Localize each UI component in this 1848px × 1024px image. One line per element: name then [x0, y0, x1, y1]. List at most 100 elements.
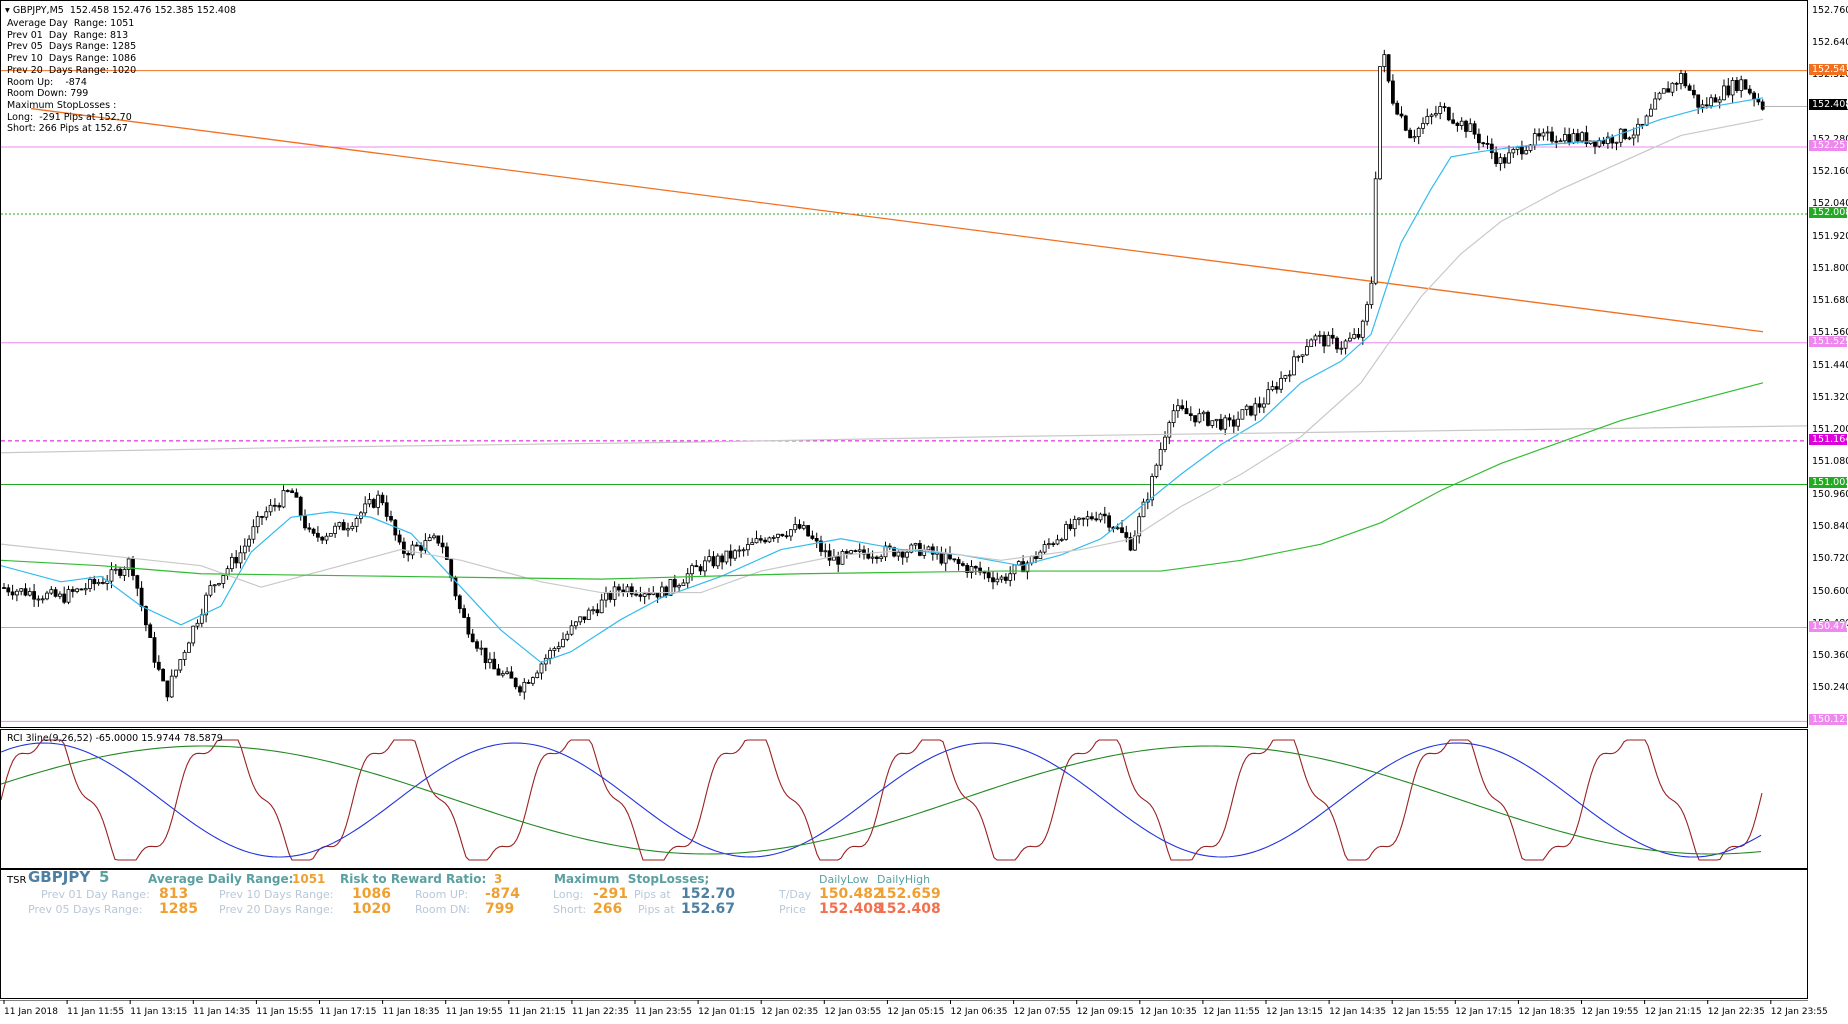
candle-body — [1120, 527, 1124, 533]
level-tag: 150.470 — [1809, 620, 1848, 632]
chart-title: ▾ GBPJPY,M5 152.458 152.476 152.385 152.… — [5, 5, 236, 17]
candle-body — [1201, 411, 1206, 415]
chart-menu-icon[interactable]: ▾ — [5, 5, 10, 16]
price-tick-label: 151.560 — [1812, 327, 1848, 339]
candle-body — [1498, 157, 1503, 164]
candle-body — [255, 516, 260, 528]
candle-body — [1747, 88, 1752, 94]
candle-body — [1197, 413, 1202, 423]
rci-title: RCI 3line(9,26,52) -65.0000 15.9744 78.5… — [7, 733, 223, 744]
candle-body — [1330, 334, 1335, 339]
candle-body — [6, 587, 11, 593]
candle-body — [354, 518, 359, 527]
candle-body — [49, 589, 54, 594]
candle-body — [1193, 415, 1197, 423]
candle-body — [1322, 334, 1326, 347]
overlay-line: Prev 05 Days Range: 1285 — [7, 41, 137, 53]
candle-body — [604, 592, 608, 601]
candle-body — [862, 549, 866, 555]
candle-body — [27, 591, 32, 596]
candle-body — [32, 591, 37, 600]
candle-body — [1309, 339, 1314, 348]
time-tick-label: 12 Jan 02:35 — [761, 1007, 818, 1017]
candle-body — [101, 582, 105, 584]
price-low: 152.408 — [819, 901, 883, 917]
candle-body — [771, 536, 776, 539]
candle-body — [1670, 82, 1675, 93]
prev20-label: Prev 20 Days Range: — [219, 903, 334, 916]
candle-body — [586, 609, 591, 620]
candle-body — [1098, 513, 1103, 521]
candle-body — [1674, 82, 1679, 85]
candle-body — [1360, 320, 1365, 338]
candle-body — [432, 535, 436, 539]
price-chart[interactable]: ▾ GBPJPY,M5 152.458 152.476 152.385 152.… — [0, 0, 1808, 728]
candle-body — [1150, 476, 1154, 501]
candle-body — [793, 524, 798, 531]
candle-body — [595, 609, 600, 614]
rci-canvas[interactable]: 1000.00-100 — [1, 730, 1807, 868]
candle-body — [307, 527, 312, 530]
panel-symbol: GBPJPY — [28, 868, 91, 886]
candle-body — [1257, 403, 1262, 408]
candle-body — [113, 568, 118, 571]
candle-body — [703, 560, 707, 572]
candle-body — [1223, 417, 1228, 430]
rci-indicator-pane[interactable]: 1000.00-100 RCI 3line(9,26,52) -65.0000 … — [0, 729, 1808, 869]
candle-body — [1403, 115, 1408, 131]
candle-body — [272, 504, 277, 507]
candle-body — [1335, 337, 1339, 350]
candle-body — [466, 617, 471, 635]
candle-body — [139, 587, 144, 607]
candle-body — [1339, 347, 1344, 350]
candle-body — [1382, 54, 1387, 67]
price-tick-label: 152.280 — [1812, 134, 1848, 145]
candle-body — [1687, 85, 1692, 91]
time-tick-label: 11 Jan 17:15 — [320, 1007, 377, 1017]
adr-label: Average Daily Range: — [148, 872, 294, 886]
candle-body — [849, 550, 853, 554]
candle-body — [513, 677, 518, 688]
candle-body — [1610, 136, 1615, 144]
candle-body — [1081, 517, 1086, 520]
time-tick-label: 12 Jan 03:55 — [824, 1007, 881, 1017]
candle-body — [926, 546, 931, 551]
candle-body — [40, 598, 45, 601]
candle-body — [1653, 98, 1658, 110]
time-tick-label: 12 Jan 11:55 — [1203, 1007, 1260, 1017]
candle-body — [161, 668, 166, 682]
candle-body — [978, 567, 982, 573]
candle-body — [1059, 538, 1064, 541]
candle-body — [797, 524, 802, 529]
ma-long — [1, 425, 1807, 454]
candle-body — [1236, 418, 1240, 427]
candle-body — [995, 578, 1000, 583]
time-tick-label: 11 Jan 22:35 — [572, 1007, 629, 1017]
level-tag: 151.164 — [1809, 433, 1848, 445]
candle-body — [1025, 562, 1030, 573]
price-chart-canvas[interactable] — [1, 1, 1807, 727]
candle-body — [118, 568, 122, 576]
candle-body — [1532, 133, 1537, 146]
candle-body — [539, 663, 544, 674]
candle-body — [561, 638, 565, 648]
candle-body — [518, 686, 522, 693]
candle-body — [1606, 136, 1610, 144]
candle-body — [668, 579, 673, 596]
tsr-info-pane[interactable]: TSR GBPJPY 5 Average Daily Range: 1051 R… — [0, 869, 1808, 999]
candle-body — [1102, 513, 1107, 517]
candle-body — [1399, 113, 1404, 117]
candle-body — [1085, 516, 1090, 520]
candle-body — [1395, 102, 1400, 115]
candle-body — [599, 599, 604, 614]
candle-body — [1206, 411, 1210, 426]
candle-body — [178, 659, 183, 671]
candle-body — [156, 661, 161, 670]
candle-body — [436, 535, 441, 544]
candle-body — [1365, 304, 1369, 322]
candle-body — [638, 594, 643, 597]
candle-body — [664, 586, 669, 596]
candle-body — [174, 669, 178, 677]
candle-body — [45, 592, 49, 600]
candle-body — [612, 586, 617, 600]
